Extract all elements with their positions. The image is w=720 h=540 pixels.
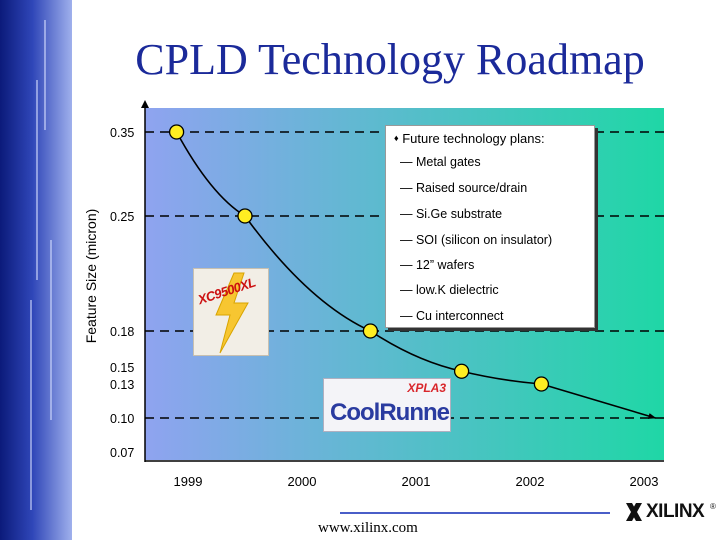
callout-item: — Raised source/drain [400,181,528,195]
xilinx-logo: XILINX ® [624,500,720,524]
callout-item: — Si.Ge substrate [400,207,503,221]
data-point [533,376,550,392]
left-decor-band [0,0,72,540]
y-tick-label: 0.13 [110,378,134,392]
y-axis-label: Feature Size (micron) [83,209,99,344]
callout-item: — Cu interconnect [400,309,504,323]
data-point [453,363,470,379]
bullet-icon: ♦ [394,133,399,143]
series-line [175,131,542,385]
x-tick-label: 2002 [516,474,545,489]
brand-name: XILINX [646,501,705,522]
future-plans-callout: ♦ Future technology plans: — Metal gates… [385,125,595,328]
callout-item: — 12” wafers [400,258,475,272]
coolrunner-logo-sub: XPLA3 [407,381,446,395]
band-stripe [36,80,38,280]
slide-title: CPLD Technology Roadmap [135,35,645,84]
callout-item: — SOI (silicon on insulator) [400,233,553,247]
brand-registered-mark: ® [710,502,716,511]
band-stripe [30,300,32,510]
y-tick-label: 0.18 [110,325,134,339]
callout-item: — Metal gates [400,155,481,169]
data-point [168,124,185,140]
band-stripe [50,240,52,420]
x-tick-label: 1999 [174,474,203,489]
x-tick-label: 2000 [288,474,317,489]
callout-heading-text: Future technology plans: [402,131,545,146]
callout-heading: ♦ Future technology plans: [394,131,545,146]
band-stripe [44,20,46,130]
coolrunner-logo-text: CoolRunner [330,399,451,426]
y-tick-label: 0.07 [110,446,134,460]
y-axis-arrow [141,100,149,108]
y-tick-label: 0.25 [110,210,134,224]
y-tick-label: 0.35 [110,126,134,140]
y-tick-label: 0.15 [110,361,134,375]
callout-item: — low.K dielectric [400,283,499,297]
trend-arrow [541,383,657,419]
xilinx-mark-icon [626,503,642,521]
footer-url: www.xilinx.com [318,520,418,536]
x-tick-label: 2003 [630,474,659,489]
coolrunner-logo: XPLA3 CoolRunner [323,378,451,432]
xc9500xl-logo: XC9500XL [193,268,269,356]
data-point [362,323,379,339]
data-point [237,208,253,224]
x-tick-label: 2001 [402,474,431,489]
y-tick-label: 0.10 [110,412,134,426]
footer-rule [340,512,610,514]
